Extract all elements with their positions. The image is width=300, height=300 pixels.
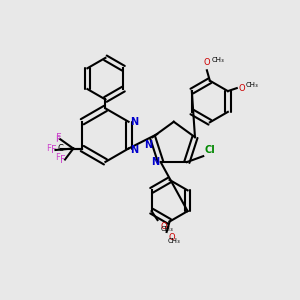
Text: O: O xyxy=(160,221,167,230)
Text: F: F xyxy=(51,145,57,155)
Text: O: O xyxy=(238,84,245,93)
Text: F: F xyxy=(55,135,60,144)
Text: O: O xyxy=(204,58,210,67)
Text: Cl: Cl xyxy=(205,145,215,155)
Text: N: N xyxy=(130,145,138,155)
Text: C: C xyxy=(57,144,63,153)
Text: CH₃: CH₃ xyxy=(168,238,181,244)
Text: N: N xyxy=(130,117,138,127)
Text: CH₃: CH₃ xyxy=(160,226,173,232)
Text: CH₃: CH₃ xyxy=(246,82,258,88)
Text: F: F xyxy=(56,133,61,143)
Text: F: F xyxy=(60,155,66,165)
Text: O: O xyxy=(168,233,175,242)
Text: CH₃: CH₃ xyxy=(211,57,224,63)
Text: N: N xyxy=(145,140,153,150)
Text: N: N xyxy=(151,157,159,167)
Text: F: F xyxy=(46,144,51,153)
Text: F: F xyxy=(55,153,60,162)
